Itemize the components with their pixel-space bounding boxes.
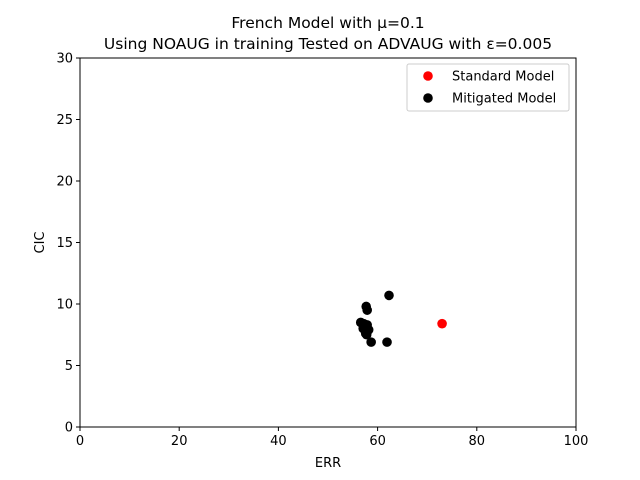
legend-label: Mitigated Model bbox=[452, 92, 556, 107]
x-tick-label: 60 bbox=[369, 434, 386, 449]
mitigated-model-point bbox=[361, 329, 372, 340]
y-tick-label: 30 bbox=[56, 52, 73, 67]
y-tick-label: 25 bbox=[56, 113, 73, 128]
y-axis: 0 5 10 15 20 25 30 bbox=[56, 52, 80, 436]
x-axis-label: ERR bbox=[315, 456, 341, 471]
data-points bbox=[355, 290, 447, 347]
standard-model-point bbox=[437, 318, 447, 329]
chart-title-line1: French Model with μ=0.1 bbox=[231, 14, 424, 32]
mitigated-model-point bbox=[366, 337, 376, 347]
plot-frame bbox=[79, 57, 577, 428]
mitigated-model-point bbox=[362, 305, 372, 315]
x-tick-label: 20 bbox=[171, 434, 188, 449]
x-tick-label: 100 bbox=[564, 434, 589, 449]
legend-marker bbox=[423, 93, 433, 103]
legend-box bbox=[406, 63, 570, 112]
y-tick-label: 0 bbox=[65, 421, 73, 436]
x-tick-label: 80 bbox=[469, 434, 486, 449]
y-axis-label: CIC bbox=[33, 232, 48, 254]
chart-title-line2: Using NOAUG in training Tested on ADVAUG… bbox=[104, 35, 552, 53]
mitigated-model-point bbox=[384, 290, 394, 301]
x-axis: 0 20 40 60 80 100 bbox=[76, 427, 589, 449]
legend-marker bbox=[423, 71, 433, 81]
mitigated-model-point bbox=[382, 337, 392, 347]
x-tick-label: 40 bbox=[270, 434, 287, 449]
y-tick-label: 20 bbox=[56, 175, 73, 190]
legend: Standard Model Mitigated Model bbox=[406, 63, 570, 112]
y-tick-label: 5 bbox=[65, 359, 73, 374]
y-tick-label: 15 bbox=[56, 236, 73, 251]
y-tick-label: 10 bbox=[56, 298, 73, 313]
x-tick-label: 0 bbox=[76, 434, 84, 449]
legend-label: Standard Model bbox=[452, 70, 554, 85]
